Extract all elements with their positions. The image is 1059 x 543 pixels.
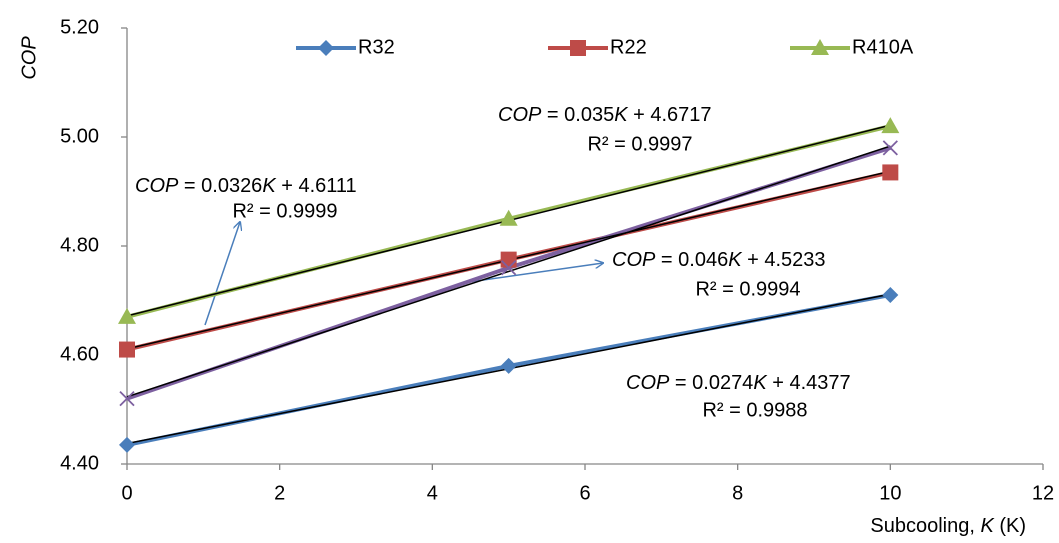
equation-part: K: [614, 104, 629, 126]
equation-part: + 4.4377: [767, 372, 851, 394]
equation: COP = 0.0274K + 4.4377: [626, 372, 851, 394]
x-tick-label: 8: [732, 482, 743, 504]
equation-part: COP: [612, 249, 656, 271]
marker: [882, 140, 898, 156]
x-tick-label: 12: [1032, 482, 1054, 504]
legend-label: R32: [358, 36, 395, 58]
legend-marker: [811, 39, 829, 55]
equation-part: K: [262, 175, 277, 197]
equation-part: = 0.035: [541, 104, 614, 126]
marker: [500, 251, 517, 268]
y-tick-label: 4.80: [60, 234, 99, 256]
marker: [119, 341, 135, 358]
equation-part: = 0.0326: [178, 175, 262, 197]
x-axis-label: Subcooling, K (K): [870, 515, 1026, 537]
y-tick-label: 5.20: [60, 16, 99, 38]
equation-part: + 4.5233: [742, 249, 826, 271]
y-tick-label: 5.00: [60, 125, 99, 147]
legend-label: R22: [610, 36, 647, 58]
r-squared: R² = 0.9997: [587, 133, 692, 155]
y-tick-label: 4.40: [60, 452, 99, 474]
x-tick-label: 6: [579, 482, 590, 504]
equation-part: + 4.6111: [276, 175, 357, 197]
equation-part: COP: [135, 175, 179, 197]
y-tick-label: 4.60: [60, 343, 99, 365]
r-squared: R² = 0.9999: [232, 200, 337, 222]
equation-part: COP: [626, 372, 670, 394]
trendline: [126, 145, 891, 398]
r-squared: R² = 0.9988: [702, 399, 807, 421]
x-axis-label-part: Subcooling,: [870, 515, 980, 537]
equation-part: K: [728, 249, 743, 271]
legend-label: R410A: [852, 36, 914, 58]
equation: COP = 0.035K + 4.6717: [498, 104, 712, 126]
equation-part: + 4.6717: [628, 104, 712, 126]
marker: [499, 209, 518, 226]
legend-marker: [318, 40, 334, 56]
x-tick-label: 0: [121, 482, 132, 504]
x-tick-label: 2: [274, 482, 285, 504]
equation-part: K: [753, 372, 768, 394]
equation: COP = 0.0326K + 4.6111: [135, 175, 357, 197]
marker: [881, 117, 900, 134]
x-axis-label-part: K: [980, 515, 995, 537]
marker: [882, 164, 899, 181]
equation-part: COP: [498, 104, 542, 126]
x-tick-label: 10: [879, 482, 901, 504]
equation: COP = 0.046K + 4.5233: [612, 249, 826, 271]
marker: [882, 287, 899, 304]
equation-part: = 0.046: [655, 249, 728, 271]
marker: [501, 260, 517, 276]
x-axis-label-part: (K): [994, 515, 1026, 537]
arrow: [204, 222, 240, 326]
equation-part: = 0.0274: [669, 372, 753, 394]
marker: [500, 357, 517, 374]
r-squared: R² = 0.9994: [695, 278, 800, 300]
marker: [119, 436, 135, 453]
legend-marker: [570, 40, 586, 56]
y-axis-label: COP: [18, 36, 40, 80]
marker: [119, 390, 135, 407]
x-tick-label: 4: [427, 482, 438, 504]
marker: [118, 307, 136, 324]
